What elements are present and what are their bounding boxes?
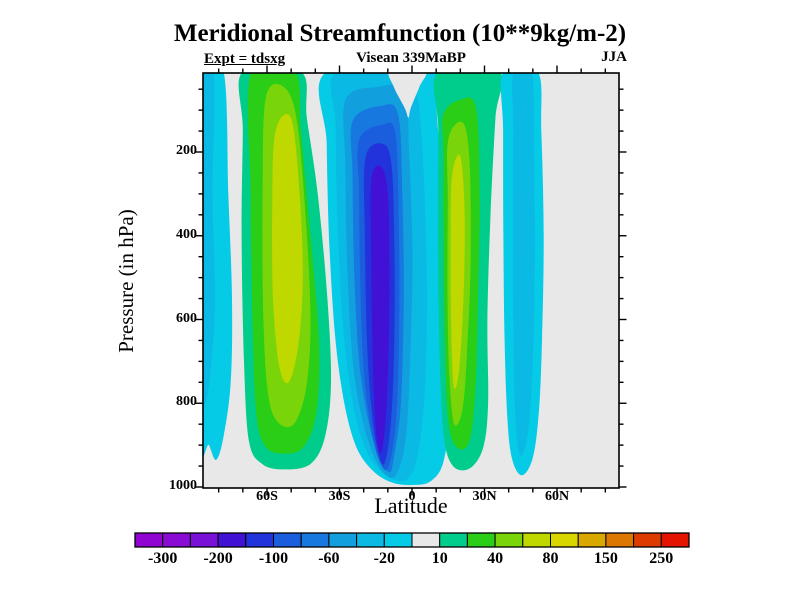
season-label: JJA	[601, 49, 627, 65]
colorbar-segment	[189, 532, 219, 548]
colorbar-segment	[522, 532, 551, 548]
experiment-label: Expt = tdsxg	[204, 51, 286, 67]
contour-region--40-to--20	[203, 73, 216, 414]
x-tick-label: 30S	[328, 489, 351, 504]
y-tick-label: 1000	[169, 478, 197, 493]
plot-frame	[202, 72, 620, 489]
colorbar-segment	[300, 532, 330, 548]
colorbar-segment	[439, 532, 468, 548]
colorbar-segment	[162, 532, 191, 548]
chart-title: Meridional Streamfunction (10**9kg/m-2)	[173, 20, 627, 47]
contour-region--10-to-10	[388, 73, 427, 118]
colorbar-label: 80	[542, 550, 559, 567]
contour-region--200-to--150	[370, 165, 390, 454]
y-tick-label: 400	[176, 226, 197, 242]
colorbar-label: 40	[487, 550, 504, 567]
colorbar-segment	[605, 532, 635, 548]
x-tick-label: 0	[408, 489, 416, 504]
y-axis-title: Pressure (in hPa)	[114, 209, 138, 353]
colorbar-segment	[356, 532, 385, 548]
subtitle-label: Visean 339MaBP	[356, 50, 466, 66]
colorbar	[134, 532, 690, 548]
x-tick-label: 60N	[544, 489, 570, 504]
colorbar-segment	[273, 532, 302, 548]
x-tick-label: 30N	[472, 489, 497, 504]
colorbar-segment	[217, 532, 247, 548]
x-tick-label: 60S	[256, 489, 278, 504]
colorbar-segment	[245, 532, 275, 548]
colorbar-label: -200	[203, 550, 233, 567]
colorbar-label: -60	[318, 550, 340, 567]
x-axis-title: Latitude	[374, 493, 448, 518]
colorbar-label: 10	[431, 550, 448, 567]
colorbar-segment	[411, 532, 441, 548]
colorbar-border	[134, 532, 690, 548]
colorbar-segment	[550, 532, 579, 548]
colorbar-segment	[633, 532, 662, 548]
colorbar-segment	[660, 532, 690, 548]
colorbar-segment	[134, 532, 164, 548]
colorbar-label: 250	[649, 550, 674, 567]
colorbar-segment	[328, 532, 358, 548]
colorbar-label: -100	[258, 550, 289, 567]
colorbar-segment	[494, 532, 524, 548]
colorbar-label: -20	[373, 550, 395, 567]
colorbar-segment	[577, 532, 607, 548]
colorbar-segment	[466, 532, 496, 548]
contour-region-60-to-80	[272, 113, 303, 384]
y-tick-label: 600	[176, 310, 197, 326]
y-tick-label: 800	[176, 394, 197, 410]
colorbar-segment	[383, 532, 413, 548]
contour-region--40-to--20	[512, 73, 535, 456]
colorbar-label: 150	[593, 550, 618, 567]
y-tick-label: 200	[176, 143, 197, 158]
colorbar-label: -300	[148, 550, 178, 567]
contour-region-60-to-80	[450, 154, 465, 389]
contour-regions	[203, 73, 544, 486]
